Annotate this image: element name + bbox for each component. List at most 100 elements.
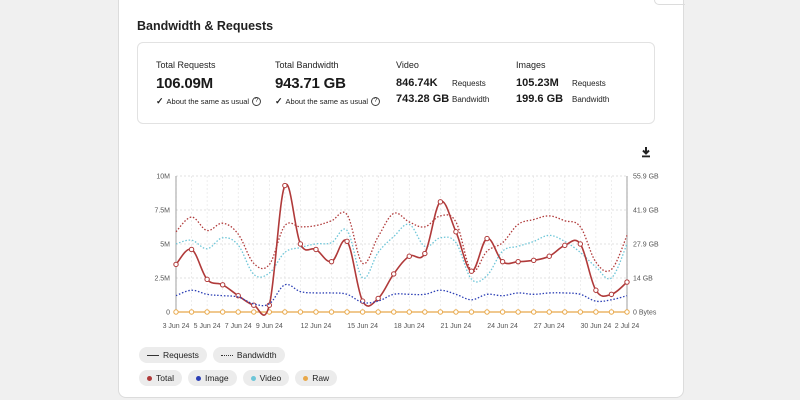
data-point-total-requests (499, 258, 506, 265)
legend-label: Requests (163, 350, 199, 360)
legend-label: Total (156, 373, 174, 383)
y-left-tick-label: 0 (166, 310, 170, 317)
stat-pair: 199.6 GB Bandwidth (516, 93, 609, 105)
legend-metrics: Requests Bandwidth (139, 347, 285, 363)
images-bandwidth-value: 199.6 GB (516, 93, 564, 105)
stat-label: Video (396, 60, 419, 70)
note-text: About the same as usual (285, 97, 369, 106)
y-left-tick-label: 7.5M (154, 208, 170, 215)
stat-pair: 743.28 GB Bandwidth (396, 93, 489, 105)
x-tick-label: 5 Jun 24 (194, 323, 221, 330)
data-point-raw-bandwidth (515, 309, 521, 315)
y-left-tick-label: 10M (156, 174, 170, 181)
stat-note: ✓ About the same as usual ? (275, 96, 381, 107)
data-point-raw-bandwidth (173, 309, 179, 315)
bandwidth-card: Bandwidth & Requests Total Requests 106.… (118, 0, 684, 398)
series-line-image-requests (175, 283, 628, 307)
data-point-raw-bandwidth (391, 309, 397, 315)
solid-line-icon (147, 354, 159, 356)
data-point-raw-bandwidth (344, 309, 350, 315)
x-tick-label: 24 Jun 24 (487, 323, 518, 330)
check-icon: ✓ (156, 96, 164, 106)
data-point-total-requests (375, 295, 381, 302)
bandwidth-requests-chart: 0 2.5M 5M 7.5M 10M 0 Bytes 14 GB 27.9 GB 41.9 GB… (154, 174, 659, 331)
data-point-raw-bandwidth (453, 309, 459, 315)
data-point-total-requests (515, 258, 521, 265)
data-point-total-requests (484, 235, 490, 242)
data-point-raw-bandwidth (204, 309, 210, 315)
data-point-raw-bandwidth (593, 309, 599, 315)
data-point-total-requests (453, 229, 459, 235)
x-tick-label: 2 Jul 24 (615, 323, 640, 330)
legend-requests[interactable]: Requests (139, 347, 207, 363)
data-point-total-requests (282, 182, 288, 189)
series-line-total-requests (175, 183, 628, 316)
legend-video[interactable]: Video (242, 370, 290, 386)
data-point-raw-bandwidth (499, 309, 506, 315)
data-point-total-requests (344, 238, 350, 244)
stat-value: 106.09M (156, 75, 213, 92)
legend-raw[interactable]: Raw (295, 370, 338, 386)
help-circle-icon[interactable]: ? (252, 97, 262, 106)
images-requests-value: 105.23M (516, 77, 559, 89)
data-point-raw-bandwidth (313, 309, 319, 315)
legend-total[interactable]: Total (139, 370, 182, 386)
legend-bandwidth[interactable]: Bandwidth (212, 347, 285, 363)
data-point-raw-bandwidth (546, 309, 552, 315)
data-point-total-requests (173, 261, 179, 268)
legend-label: Video (259, 373, 282, 383)
data-point-raw-bandwidth (328, 309, 335, 315)
data-point-total-requests (188, 246, 195, 253)
legend-label: Bandwidth (236, 350, 277, 360)
stats-panel: Total Requests 106.09M ✓ About the same … (137, 42, 655, 124)
data-point-total-requests (437, 199, 444, 205)
x-tick-label: 3 Jun 24 (163, 323, 190, 330)
data-point-raw-bandwidth (484, 309, 490, 315)
data-point-raw-bandwidth (251, 309, 257, 315)
legend-label: Raw (312, 373, 330, 383)
legend-image[interactable]: Image (187, 370, 237, 386)
video-requests-label: Requests (452, 79, 486, 88)
data-point-total-requests (219, 282, 226, 288)
stat-value: 943.71 GB (275, 75, 346, 92)
x-tick-label: 18 Jun 24 (394, 323, 425, 330)
data-point-raw-bandwidth (282, 309, 288, 315)
data-point-total-requests (530, 257, 537, 264)
video-bandwidth-label: Bandwidth (452, 95, 490, 104)
window-edge (654, 0, 685, 5)
data-point-raw-bandwidth (188, 309, 195, 315)
help-circle-icon[interactable]: ? (371, 97, 381, 106)
data-point-raw-bandwidth (577, 309, 584, 315)
stat-images: Images 105.23M Requests 199.6 GB Bandwid… (516, 60, 609, 105)
stat-note: ✓ About the same as usual ? (156, 96, 262, 107)
data-point-raw-bandwidth (406, 309, 412, 315)
x-tick-label: 30 Jun 24 (581, 323, 612, 330)
data-point-raw-bandwidth (375, 309, 381, 315)
series-line-total-bandwidth (175, 211, 628, 273)
dotted-line-icon (220, 354, 233, 356)
stat-label: Total Requests (156, 60, 216, 70)
stat-video: Video 846.74K Requests 743.28 GB Bandwid… (396, 60, 489, 105)
image-dot-icon (195, 375, 201, 381)
data-point-total-requests (624, 279, 630, 285)
data-point-raw-bandwidth (624, 309, 630, 315)
data-point-raw-bandwidth (219, 309, 226, 315)
card-title: Bandwidth & Requests (137, 19, 274, 33)
images-requests-label: Requests (572, 79, 606, 88)
legend-series: Total Image Video Raw (139, 370, 338, 386)
y-right-tick-label: 27.9 GB (633, 242, 659, 249)
y-right-tick-label: 0 Bytes (633, 310, 657, 317)
data-point-total-requests (391, 271, 397, 277)
data-point-total-requests (546, 253, 552, 259)
data-point-total-requests (608, 291, 615, 298)
data-point-raw-bandwidth (437, 309, 444, 315)
data-point-raw-bandwidth (359, 309, 366, 315)
total-dot-icon (147, 375, 152, 381)
note-text: About the same as usual (166, 97, 250, 106)
y-right-tick-label: 41.9 GB (633, 208, 659, 215)
stat-total-bandwidth: Total Bandwidth 943.71 GB ✓ About the sa… (275, 60, 381, 107)
y-left-tick-label: 2.5M (154, 276, 170, 283)
download-icon[interactable] (639, 145, 653, 159)
raw-dot-icon (303, 375, 309, 381)
y-right-tick-label: 55.9 GB (633, 174, 659, 181)
